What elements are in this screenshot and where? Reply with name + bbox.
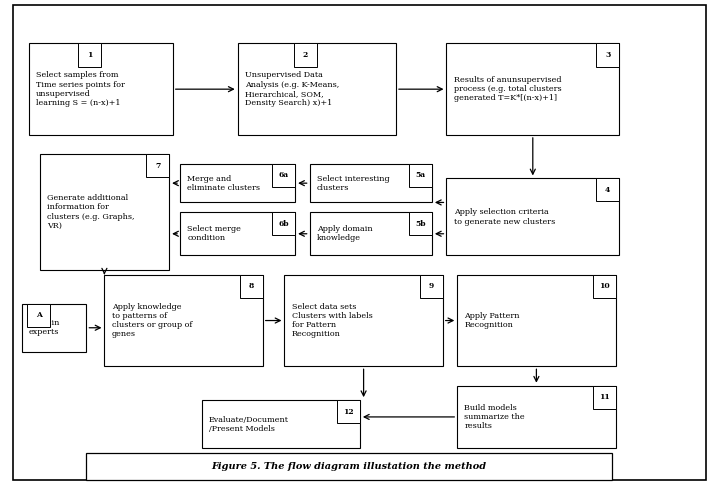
Text: 3: 3: [605, 51, 611, 59]
FancyBboxPatch shape: [457, 275, 616, 366]
Text: Build models
summarize the
results: Build models summarize the results: [464, 404, 525, 430]
Text: 2: 2: [302, 51, 308, 59]
FancyBboxPatch shape: [272, 164, 295, 187]
Text: 4: 4: [605, 186, 611, 194]
FancyBboxPatch shape: [240, 275, 263, 298]
Text: 7: 7: [155, 162, 161, 170]
FancyBboxPatch shape: [337, 400, 360, 423]
Text: 11: 11: [599, 393, 609, 401]
FancyBboxPatch shape: [596, 178, 619, 201]
FancyBboxPatch shape: [22, 304, 86, 352]
FancyBboxPatch shape: [86, 453, 612, 480]
FancyBboxPatch shape: [40, 154, 169, 270]
FancyBboxPatch shape: [27, 304, 50, 327]
FancyBboxPatch shape: [457, 386, 616, 448]
Text: Apply Pattern
Recognition: Apply Pattern Recognition: [464, 312, 520, 329]
FancyBboxPatch shape: [104, 275, 263, 366]
FancyBboxPatch shape: [78, 43, 101, 67]
FancyBboxPatch shape: [284, 275, 443, 366]
FancyBboxPatch shape: [420, 275, 443, 298]
Text: 6a: 6a: [279, 172, 289, 179]
FancyBboxPatch shape: [272, 212, 295, 235]
Text: Select samples from
Time series points for
unsupervised
learning S = (n-x)+1: Select samples from Time series points f…: [36, 71, 125, 107]
FancyBboxPatch shape: [310, 164, 432, 202]
Text: 5a: 5a: [415, 172, 426, 179]
FancyBboxPatch shape: [202, 400, 360, 448]
FancyBboxPatch shape: [180, 164, 295, 202]
Text: A: A: [36, 311, 42, 319]
Text: 12: 12: [343, 408, 354, 415]
Text: Select merge
condition: Select merge condition: [187, 225, 241, 242]
Text: Unsupervised Data
Analysis (e.g. K-Means,
Hierarchical, SOM,
Density Search) x)+: Unsupervised Data Analysis (e.g. K-Means…: [245, 71, 339, 107]
FancyBboxPatch shape: [409, 164, 432, 187]
Text: Domain
experts: Domain experts: [29, 319, 60, 336]
FancyBboxPatch shape: [310, 212, 432, 255]
FancyBboxPatch shape: [180, 212, 295, 255]
FancyBboxPatch shape: [593, 275, 616, 298]
Text: 6b: 6b: [279, 220, 289, 228]
Text: Merge and
eliminate clusters: Merge and eliminate clusters: [187, 174, 260, 192]
Text: Figure 5. The flow diagram illustation the method: Figure 5. The flow diagram illustation t…: [212, 462, 487, 471]
Text: Apply domain
knowledge: Apply domain knowledge: [317, 225, 372, 242]
Text: 8: 8: [248, 282, 254, 290]
FancyBboxPatch shape: [29, 43, 173, 135]
FancyBboxPatch shape: [409, 212, 432, 235]
Text: 9: 9: [428, 282, 434, 290]
FancyBboxPatch shape: [593, 386, 616, 409]
Text: 10: 10: [599, 282, 609, 290]
FancyBboxPatch shape: [446, 178, 619, 255]
Text: Select data sets
Clusters with labels
for Pattern
Recognition: Select data sets Clusters with labels fo…: [292, 303, 372, 338]
Text: Generate additional
information for
clusters (e.g. Graphs,
VR): Generate additional information for clus…: [47, 194, 135, 230]
Text: Select interesting
clusters: Select interesting clusters: [317, 174, 390, 192]
Text: Evaluate/Document
/Present Models: Evaluate/Document /Present Models: [209, 415, 289, 433]
FancyBboxPatch shape: [294, 43, 317, 67]
Text: Apply selection criteria
to generate new clusters: Apply selection criteria to generate new…: [454, 208, 555, 226]
Text: 5b: 5b: [415, 220, 426, 228]
Text: Results of anunsupervised
process (e.g. total clusters
generated T=K*[(n-x)+1]: Results of anunsupervised process (e.g. …: [454, 76, 561, 102]
FancyBboxPatch shape: [13, 5, 706, 480]
FancyBboxPatch shape: [596, 43, 619, 67]
FancyBboxPatch shape: [446, 43, 619, 135]
Text: 1: 1: [86, 51, 92, 59]
Text: Apply knowledge
to patterns of
clusters or group of
genes: Apply knowledge to patterns of clusters …: [112, 303, 192, 338]
FancyBboxPatch shape: [238, 43, 396, 135]
FancyBboxPatch shape: [146, 154, 169, 177]
